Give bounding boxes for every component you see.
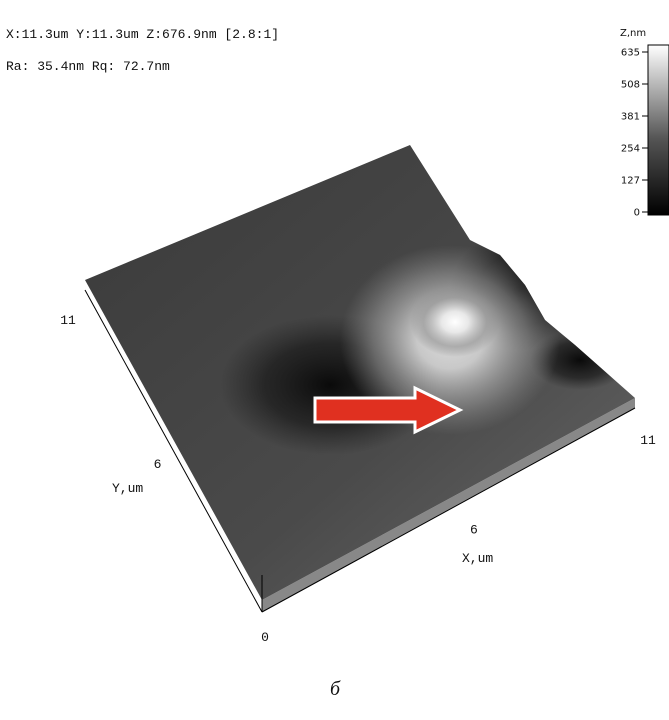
x-axis-label: X,um [462, 551, 493, 566]
x-tick-label: 0 [261, 630, 269, 645]
y-axis-label: Y,um [112, 481, 143, 496]
colorbar-tick-label: 381 [621, 112, 640, 123]
colorbar-label: Z,nm [620, 28, 646, 39]
colorbar-tick-label: 127 [621, 176, 640, 187]
header-line: X:11.3um Y:11.3um Z:676.9nm [2.8:1] [6, 27, 279, 42]
header-line: Ra: 35.4nm Rq: 72.7nm [6, 59, 170, 74]
y-tick-label: 6 [154, 457, 162, 472]
caption: б [330, 678, 341, 700]
y-tick-label: 11 [60, 313, 76, 328]
colorbar-tick-label: 0 [634, 208, 640, 219]
x-tick-label: 6 [470, 523, 478, 538]
surface [85, 145, 635, 612]
colorbar-tick-label: 254 [621, 144, 640, 155]
colorbar-tick-label: 508 [621, 80, 640, 91]
afm-figure: X:11.3um Y:11.3um Z:676.9nm [2.8:1] Ra: … [0, 0, 669, 715]
x-tick-label: 11 [640, 433, 656, 448]
colorbar [648, 45, 669, 215]
colorbar-tick-label: 635 [621, 48, 640, 59]
colorbar-ticks: 635 508 381 254 127 0 [621, 48, 648, 219]
